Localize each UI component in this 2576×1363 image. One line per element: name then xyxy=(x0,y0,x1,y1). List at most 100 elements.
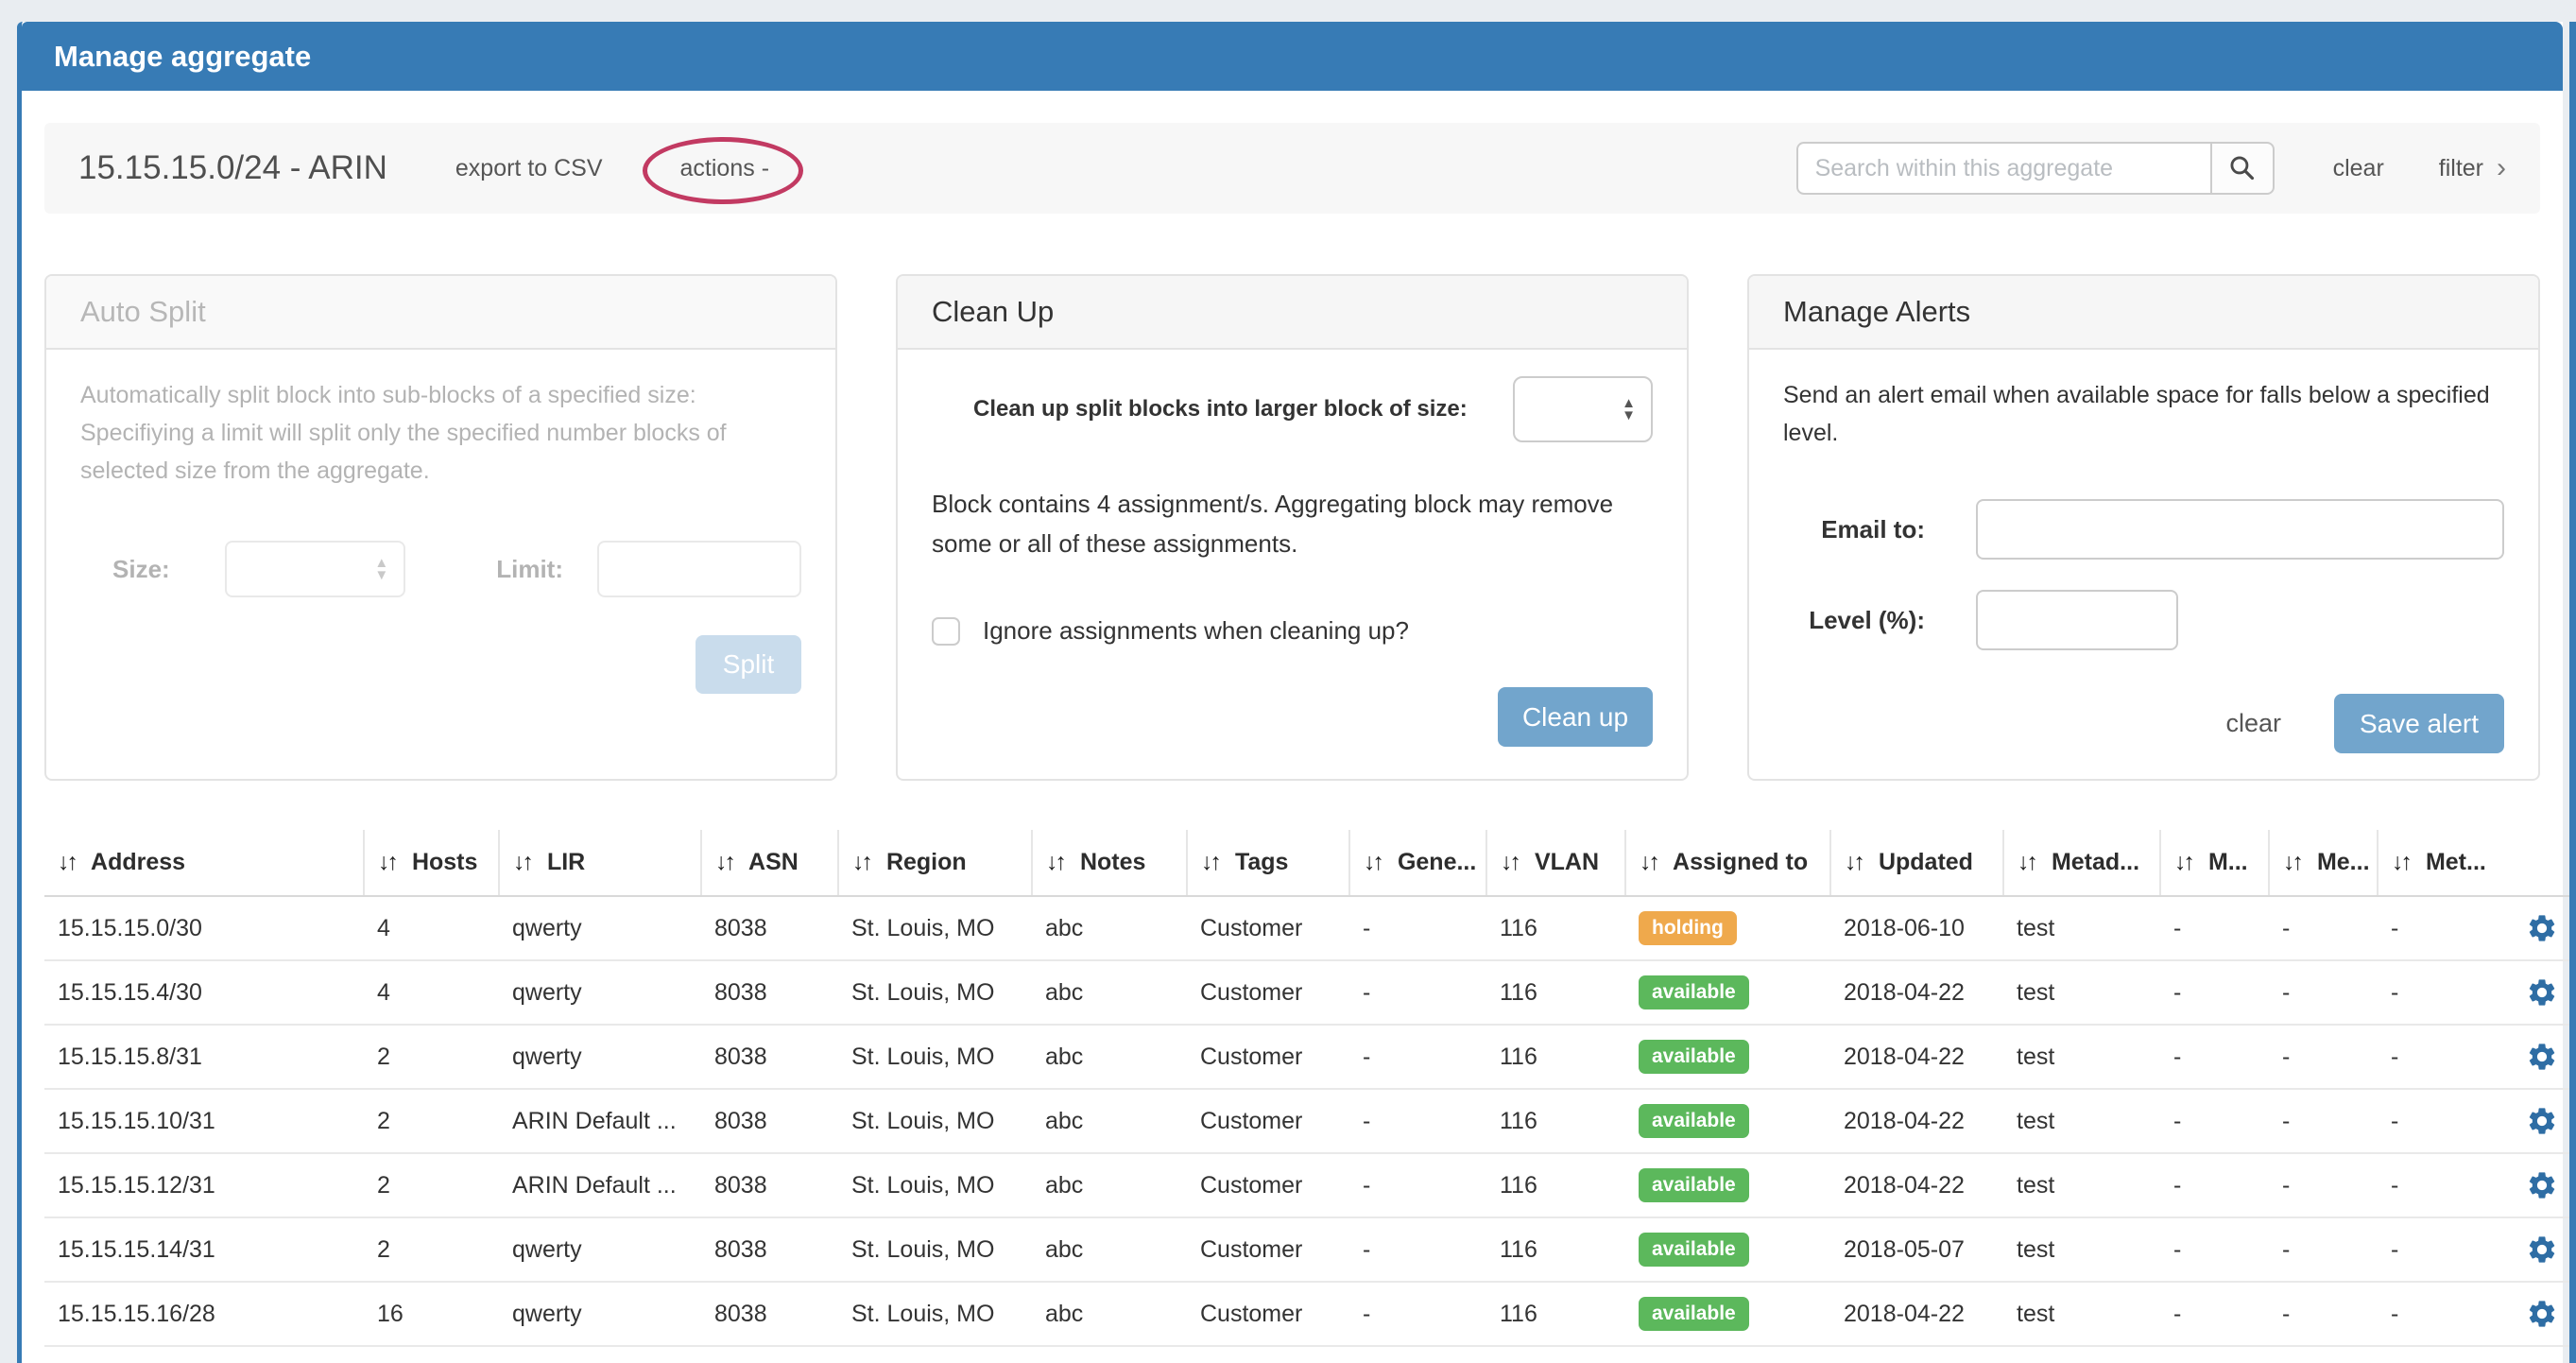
sort-icon: ↓↑ xyxy=(715,849,736,875)
gear-icon xyxy=(2529,1044,2555,1070)
alert-clear-link[interactable]: clear xyxy=(2225,709,2281,737)
cell-updated: 2018-04-22 xyxy=(1830,960,2003,1026)
column-header-tags[interactable]: ↓↑ Tags xyxy=(1186,830,1349,897)
column-header-m[interactable]: ↓↑ M... xyxy=(2159,830,2269,897)
clean-up-button[interactable]: Clean up xyxy=(1498,687,1653,747)
cell-asn: 8038 xyxy=(701,896,838,961)
manage-alerts-panel: Manage Alerts Send an alert email when a… xyxy=(1747,274,2540,781)
cell-gene: - xyxy=(1349,1217,1486,1283)
column-header-met[interactable]: ↓↑ Met... xyxy=(2377,830,2501,897)
cell-tags: Customer xyxy=(1187,1025,1349,1090)
limit-input[interactable] xyxy=(597,541,801,597)
cell-hosts: 2 xyxy=(364,1153,499,1218)
sort-icon: ↓↑ xyxy=(1201,849,1222,875)
cell-gene: - xyxy=(1349,896,1486,961)
size-select[interactable]: ▲ ▼ xyxy=(224,541,406,597)
row-actions-gear-button[interactable] xyxy=(2501,896,2575,961)
cell-hosts: 2 xyxy=(364,1217,499,1283)
filter-toggle[interactable]: filter › xyxy=(2439,154,2506,182)
gear-icon xyxy=(2529,1172,2555,1199)
column-label: Metad... xyxy=(2051,849,2140,875)
cell-m1: - xyxy=(2160,896,2269,961)
row-actions-gear-button[interactable] xyxy=(2501,1217,2575,1283)
sort-icon: ↓↑ xyxy=(852,849,873,875)
cell-vlan: 116 xyxy=(1486,1282,1625,1347)
level-percent-input[interactable] xyxy=(1976,590,2178,650)
cell-assigned: available xyxy=(1625,1282,1830,1347)
cell-tags: Customer xyxy=(1187,960,1349,1026)
blocks-table: ↓↑ Address ↓↑ Hosts ↓↑ LIR ↓↑ ASN ↓↑ Region ↓… xyxy=(44,830,2575,1347)
filter-label[interactable]: filter xyxy=(2438,154,2483,181)
aggregate-title: 15.15.15.0/24 - ARIN xyxy=(78,149,387,186)
column-header-metad[interactable]: ↓↑ Metad... xyxy=(2002,830,2160,897)
cell-gene: - xyxy=(1349,1025,1486,1090)
row-actions-gear-button[interactable] xyxy=(2501,1153,2575,1218)
table-header-row: ↓↑ Address ↓↑ Hosts ↓↑ LIR ↓↑ ASN ↓↑ Region ↓… xyxy=(44,830,2575,897)
column-header-address[interactable]: ↓↑ Address xyxy=(44,830,364,897)
manage-alerts-header: Manage Alerts xyxy=(1749,276,2538,350)
column-header-region[interactable]: ↓↑ Region xyxy=(837,830,1032,897)
save-alert-button[interactable]: Save alert xyxy=(2334,694,2504,753)
status-badge: available xyxy=(1639,1040,1749,1074)
sort-icon: ↓↑ xyxy=(1845,849,1865,875)
cell-region: St. Louis, MO xyxy=(838,1217,1032,1283)
auto-split-title: Auto Split xyxy=(80,295,206,328)
cell-m1: - xyxy=(2160,1282,2269,1347)
manage-alerts-title: Manage Alerts xyxy=(1783,295,1971,328)
cell-address: 15.15.15.0/30 xyxy=(44,896,364,961)
column-header-hosts[interactable]: ↓↑ Hosts xyxy=(363,830,499,897)
cell-m2: - xyxy=(2269,1025,2378,1090)
search-clear-link[interactable]: clear xyxy=(2332,154,2384,181)
window-titlebar: Manage aggregate xyxy=(22,22,2563,91)
row-actions-gear-button[interactable] xyxy=(2501,1025,2575,1090)
table-row: 15.15.15.0/30 4 qwerty 8038 St. Louis, MO abc… xyxy=(44,896,2575,961)
cell-m3: - xyxy=(2378,1282,2501,1347)
row-actions-gear-button[interactable] xyxy=(2501,1282,2575,1347)
column-header-vlan[interactable]: ↓↑ VLAN xyxy=(1485,830,1625,897)
cell-metad: test xyxy=(2003,1282,2160,1347)
cleanup-size-select[interactable]: ▲ ▼ xyxy=(1513,376,1653,442)
cell-vlan: 116 xyxy=(1486,1217,1625,1283)
cell-region: St. Louis, MO xyxy=(838,896,1032,961)
column-header-lir[interactable]: ↓↑ LIR xyxy=(498,830,701,897)
auto-split-panel: Auto Split Automatically split block int… xyxy=(44,274,837,781)
column-header-assigned-to[interactable]: ↓↑ Assigned to xyxy=(1624,830,1830,897)
manage-alerts-description: Send an alert email when available space… xyxy=(1783,382,2490,446)
cell-notes: abc xyxy=(1032,1153,1187,1218)
sort-icon: ↓↑ xyxy=(1046,849,1067,875)
column-header-me[interactable]: ↓↑ Me... xyxy=(2268,830,2378,897)
cell-hosts: 4 xyxy=(364,960,499,1026)
auto-split-header: Auto Split xyxy=(46,276,835,350)
search-input[interactable] xyxy=(1795,142,2212,195)
status-badge: available xyxy=(1639,1104,1749,1138)
column-label: VLAN xyxy=(1534,849,1600,875)
cell-lir: qwerty xyxy=(499,960,701,1026)
column-label: Me... xyxy=(2316,849,2370,875)
column-header-gene[interactable]: ↓↑ Gene... xyxy=(1348,830,1486,897)
email-to-label: Email to: xyxy=(1821,514,1925,543)
column-header-notes[interactable]: ↓↑ Notes xyxy=(1031,830,1187,897)
search-button[interactable] xyxy=(2211,142,2275,195)
actions-dropdown[interactable]: actions - xyxy=(642,136,804,204)
column-label: Assigned to xyxy=(1673,849,1809,875)
cell-m3: - xyxy=(2378,1153,2501,1218)
column-header-updated[interactable]: ↓↑ Updated xyxy=(1829,830,2003,897)
row-actions-gear-button[interactable] xyxy=(2501,1089,2575,1154)
gear-icon xyxy=(2529,1108,2555,1134)
export-to-csv-link[interactable]: export to CSV xyxy=(455,154,603,181)
status-badge: available xyxy=(1639,1297,1749,1331)
cell-updated: 2018-04-22 xyxy=(1830,1025,2003,1090)
split-button[interactable]: Split xyxy=(696,635,801,694)
cell-lir: qwerty xyxy=(499,1282,701,1347)
cell-asn: 8038 xyxy=(701,1282,838,1347)
row-actions-gear-button[interactable] xyxy=(2501,960,2575,1026)
column-header-asn[interactable]: ↓↑ ASN xyxy=(700,830,838,897)
email-to-input[interactable] xyxy=(1976,499,2504,560)
actions-dropdown-label[interactable]: actions - xyxy=(679,154,770,181)
table-row: 15.15.15.4/30 4 qwerty 8038 St. Louis, MO abc… xyxy=(44,960,2575,1026)
column-label: Region xyxy=(885,849,967,875)
cell-lir: qwerty xyxy=(499,1217,701,1283)
cell-address: 15.15.15.12/31 xyxy=(44,1153,364,1218)
ignore-assignments-checkbox[interactable] xyxy=(932,616,960,646)
cell-m1: - xyxy=(2160,1217,2269,1283)
